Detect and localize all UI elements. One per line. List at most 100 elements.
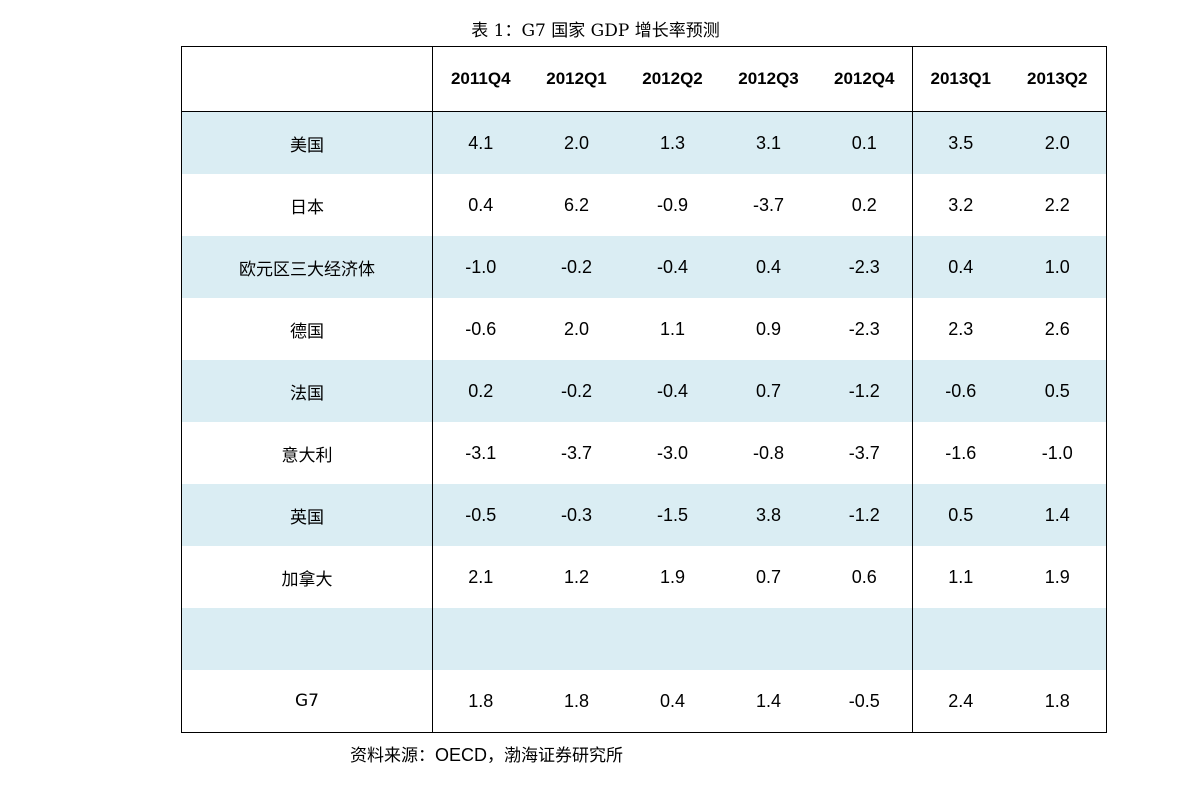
table-cell: -2.3 bbox=[816, 298, 913, 360]
table-cell: 6.2 bbox=[563, 194, 590, 215]
column-header: 2012Q3 bbox=[720, 46, 817, 112]
table-cell: 0.6 bbox=[816, 546, 913, 608]
gdp-forecast-table: 2011Q4 2012Q1 2012Q2 2012Q3 2012Q4 2013Q… bbox=[181, 46, 1107, 733]
table-cell: -3.7 bbox=[816, 422, 913, 484]
table-cell: 0.7 bbox=[720, 360, 817, 422]
table-title: 表 1：G7 国家 GDP 增长率预测 bbox=[471, 21, 720, 41]
table-cell: -1.5 bbox=[624, 484, 721, 546]
table-cell: -0.3 bbox=[528, 484, 625, 546]
source-suffix: ，渤海证券研究所 bbox=[487, 746, 624, 766]
table-cell: -0.4 bbox=[624, 360, 721, 422]
row-label: 日本 bbox=[181, 174, 433, 236]
table-row: 欧元区三大经济体 -1.0 -0.2 -0.4 0.4 -2.3 0.4 1.0 bbox=[181, 236, 1107, 298]
table-row: 英国 -0.5 -0.3 -1.5 3.8 -1.2 0.5 1.4 bbox=[181, 484, 1107, 546]
table-row-empty bbox=[181, 608, 1107, 670]
table-cell: 1.4 bbox=[720, 670, 817, 733]
table-cell: 2.0 bbox=[1008, 111, 1107, 174]
table-cell: -0.5 bbox=[432, 484, 529, 546]
table-cell: 1.4 bbox=[1008, 484, 1107, 546]
table-cell: -1.0 bbox=[432, 236, 529, 298]
table-cell: -1.6 bbox=[945, 442, 977, 463]
header-corner bbox=[181, 46, 433, 112]
source-prefix: 资料来源： bbox=[350, 746, 435, 766]
table-cell: -1.2 bbox=[816, 360, 913, 422]
table-cell: 2.0 bbox=[528, 111, 625, 174]
table-cell: -0.2 bbox=[528, 236, 625, 298]
row-label: 意大利 bbox=[181, 422, 433, 484]
table-row: 德国 -0.6 2.0 1.1 0.9 -2.3 2.3 2.6 bbox=[181, 298, 1107, 360]
table-cell bbox=[624, 608, 721, 670]
table-cell: -3.7 bbox=[560, 442, 593, 463]
table-cell: 3.5 bbox=[912, 111, 1009, 174]
table-cell: 1.9 bbox=[1008, 546, 1107, 608]
table-row: 意大利 -3.1 -3.7 -3.0 -0.8 -3.7 -1.6 -1.0 bbox=[181, 422, 1107, 484]
table-cell: -0.8 bbox=[752, 442, 785, 463]
table-row: 加拿大 2.1 1.2 1.9 0.7 0.6 1.1 1.9 bbox=[181, 546, 1107, 608]
table-row: 日本 0.4 6.2 -0.9 -3.7 0.2 3.2 2.2 bbox=[181, 174, 1107, 236]
table-cell: 1.8 bbox=[528, 670, 625, 733]
table-cell bbox=[912, 608, 1009, 670]
table-cell: 1.0 bbox=[1008, 236, 1107, 298]
table-cell: 2.4 bbox=[912, 670, 1009, 733]
row-label: 美国 bbox=[181, 111, 433, 174]
table-cell bbox=[528, 608, 625, 670]
source-note: 资料来源：OECD，渤海证券研究所 bbox=[350, 742, 623, 769]
table-cell bbox=[720, 608, 817, 670]
column-header: 2013Q1 bbox=[912, 46, 1009, 112]
header-row: 2011Q4 2012Q1 2012Q2 2012Q3 2012Q4 2013Q… bbox=[181, 46, 1107, 112]
table-row: 美国 4.1 2.0 1.3 3.1 0.1 3.5 2.0 bbox=[181, 111, 1107, 174]
table-cell: 3.1 bbox=[720, 111, 817, 174]
table-cell: -1.2 bbox=[816, 484, 913, 546]
table-cell: 0.4 bbox=[468, 194, 494, 215]
table-cell: 1.1 bbox=[948, 566, 974, 587]
table-cell: 2.0 bbox=[563, 318, 590, 339]
table-cell: 0.2 bbox=[432, 360, 529, 422]
row-label bbox=[181, 608, 433, 670]
table-cell: 0.2 bbox=[816, 174, 913, 236]
table-cell: 0.4 bbox=[912, 236, 1009, 298]
table-cell: -0.6 bbox=[465, 318, 497, 339]
table-cell: -0.4 bbox=[624, 236, 721, 298]
table-row: 法国 0.2 -0.2 -0.4 0.7 -1.2 -0.6 0.5 bbox=[181, 360, 1107, 422]
table-cell: 0.4 bbox=[624, 670, 721, 733]
table-row: G7 1.8 1.8 0.4 1.4 -0.5 2.4 1.8 bbox=[181, 670, 1107, 733]
table-cell: 0.9 bbox=[755, 318, 782, 339]
table-cell: -0.6 bbox=[912, 360, 1009, 422]
row-label: G7 bbox=[181, 670, 433, 733]
column-header: 2012Q1 bbox=[528, 46, 625, 112]
column-header: 2012Q4 bbox=[816, 46, 913, 112]
table-cell: 0.4 bbox=[720, 236, 817, 298]
table-cell: -0.9 bbox=[656, 194, 689, 215]
table-cell: 1.8 bbox=[432, 670, 529, 733]
row-label: 法国 bbox=[181, 360, 433, 422]
table-cell: 2.3 bbox=[948, 318, 974, 339]
table-cell: 3.8 bbox=[720, 484, 817, 546]
column-header: 2013Q2 bbox=[1008, 46, 1107, 112]
row-label: 英国 bbox=[181, 484, 433, 546]
table-cell bbox=[816, 608, 913, 670]
source-org: OECD bbox=[435, 745, 488, 765]
table-cell: 4.1 bbox=[432, 111, 529, 174]
row-label: 德国 bbox=[181, 298, 433, 360]
table-cell: 2.6 bbox=[1008, 298, 1107, 360]
table-cell: -3.1 bbox=[465, 442, 497, 463]
table-cell: 1.8 bbox=[1008, 670, 1107, 733]
table-cell: 0.5 bbox=[912, 484, 1009, 546]
table-cell: 2.1 bbox=[468, 566, 494, 587]
table-cell: 1.1 bbox=[659, 318, 686, 339]
table-cell: 0.5 bbox=[1008, 360, 1107, 422]
table-cell: 0.7 bbox=[755, 566, 782, 587]
row-label: 加拿大 bbox=[181, 546, 433, 608]
table-cell: 3.2 bbox=[948, 194, 974, 215]
table-cell: -0.5 bbox=[816, 670, 913, 733]
row-label: 欧元区三大经济体 bbox=[181, 236, 433, 298]
table-cell: -2.3 bbox=[816, 236, 913, 298]
table-cell: 2.2 bbox=[1008, 174, 1107, 236]
table-cell: 1.3 bbox=[624, 111, 721, 174]
table-cell bbox=[432, 608, 529, 670]
table-cell: 1.9 bbox=[659, 566, 686, 587]
column-header: 2012Q2 bbox=[624, 46, 721, 112]
table-cell: -1.0 bbox=[1008, 422, 1107, 484]
table-cell: -3.7 bbox=[752, 194, 785, 215]
table-cell bbox=[1008, 608, 1107, 670]
